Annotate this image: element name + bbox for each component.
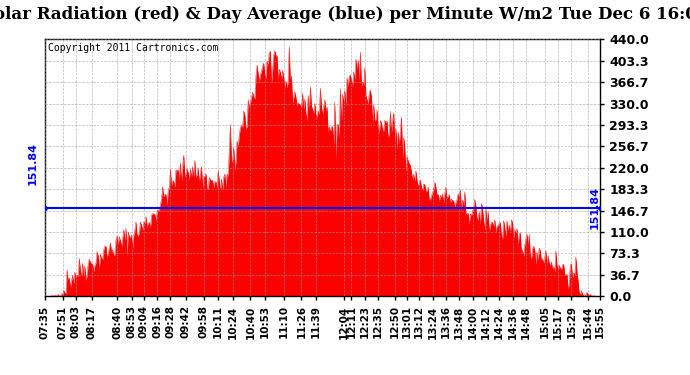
Text: Copyright 2011 Cartronics.com: Copyright 2011 Cartronics.com [48,43,218,53]
Text: 151.84: 151.84 [28,142,38,184]
Text: Solar Radiation (red) & Day Average (blue) per Minute W/m2 Tue Dec 6 16:08: Solar Radiation (red) & Day Average (blu… [0,6,690,22]
Text: 151.84: 151.84 [590,186,600,229]
